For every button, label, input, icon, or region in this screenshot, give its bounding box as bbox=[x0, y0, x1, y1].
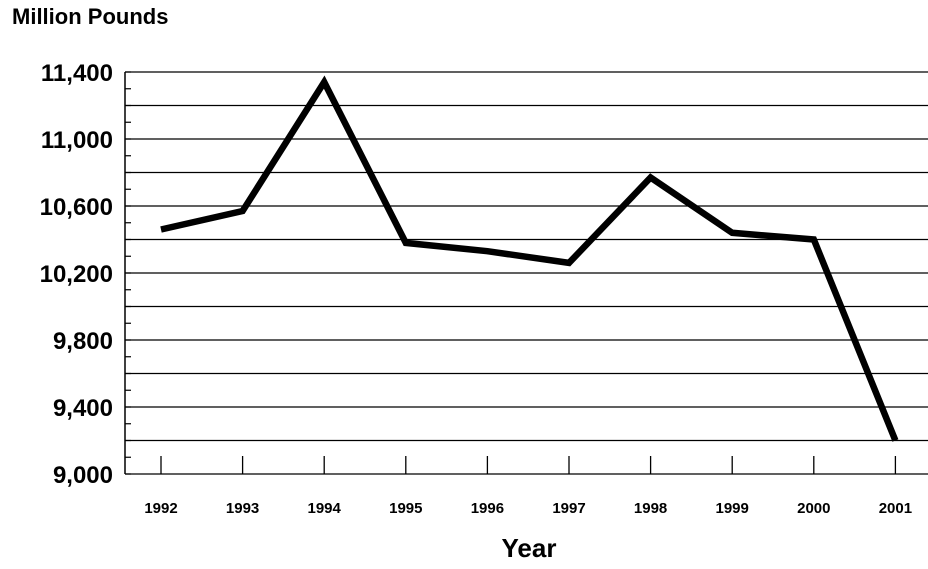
y-tick-label: 11,000 bbox=[41, 127, 113, 154]
y-tick-label: 10,200 bbox=[40, 261, 113, 288]
x-tick-label: 2000 bbox=[797, 500, 830, 517]
y-tick-label: 9,400 bbox=[53, 395, 113, 422]
y-tick-label: 10,600 bbox=[40, 194, 113, 221]
x-tick-label: 1999 bbox=[716, 500, 749, 517]
y-tick-label: 11,400 bbox=[41, 60, 113, 87]
gridlines bbox=[125, 71, 928, 442]
x-tick-label: 1996 bbox=[471, 500, 504, 517]
x-tick-label: 1998 bbox=[634, 500, 667, 517]
x-tick-label: 1992 bbox=[144, 500, 177, 517]
series-line bbox=[160, 75, 899, 442]
x-axis-label: Year bbox=[501, 533, 557, 563]
x-tick-label: 1997 bbox=[552, 500, 585, 517]
y-tick-label: 9,800 bbox=[53, 328, 113, 355]
y-axis-label: Million Pounds bbox=[12, 4, 169, 29]
series bbox=[160, 75, 899, 442]
x-tick-label: 1994 bbox=[308, 500, 342, 517]
x-tick-labels: 1992 1993 1994 1995 1996 1997 1998 1999 2000 2001 bbox=[144, 500, 912, 517]
x-tick-label: 1993 bbox=[226, 500, 259, 517]
x-tick-label: 2001 bbox=[879, 500, 912, 517]
axes bbox=[124, 71, 928, 475]
x-tick-label: 1995 bbox=[389, 500, 422, 517]
y-tick-label: 9,000 bbox=[53, 462, 113, 489]
y-tick-labels: 9,000 9,400 9,800 10,200 10,600 11,000 11,400 bbox=[40, 60, 113, 489]
